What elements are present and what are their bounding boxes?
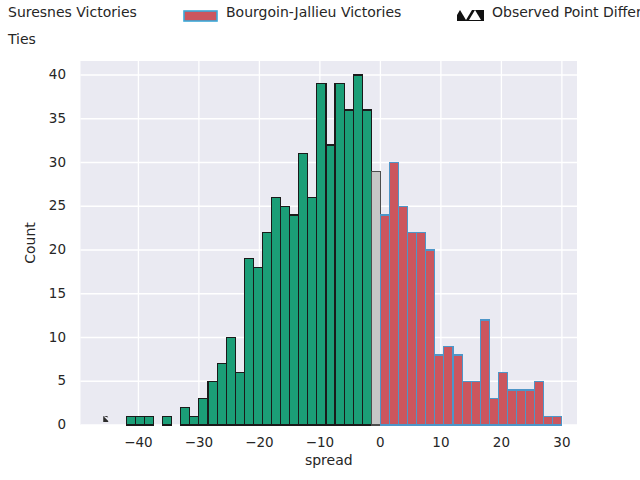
y-tick-label: 0	[36, 416, 66, 432]
bar-bourgoin-jallieu-victories	[535, 381, 544, 425]
x-tick-label: −20	[234, 434, 284, 450]
bar-bourgoin-jallieu-victories	[517, 390, 526, 425]
y-tick-label: 10	[36, 329, 66, 345]
bar-suresnes-victories	[190, 416, 199, 425]
bar-suresnes-victories	[308, 198, 317, 426]
bar-suresnes-victories	[144, 416, 153, 425]
bar-suresnes-victories	[281, 206, 290, 425]
y-tick-label: 15	[36, 285, 66, 301]
bar-suresnes-victories	[362, 110, 371, 425]
y-tick-label: 40	[36, 66, 66, 82]
legend-label-ties: Ties	[8, 31, 36, 47]
bar-suresnes-victories	[208, 381, 217, 425]
bar-bourgoin-jallieu-victories	[408, 233, 417, 426]
bar-bourgoin-jallieu-victories	[462, 381, 471, 425]
bar-suresnes-victories	[199, 399, 208, 425]
bar-bourgoin-jallieu-victories	[453, 355, 462, 425]
legend-swatch-observed	[457, 9, 484, 22]
bar-bourgoin-jallieu-victories	[544, 416, 553, 425]
bar-suresnes-victories	[253, 268, 262, 426]
bar-bourgoin-jallieu-victories	[526, 390, 535, 425]
figure: Suresnes Victories Bourgoin-Jallieu Vict…	[0, 0, 640, 480]
x-tick-label: −40	[113, 434, 163, 450]
bar-bourgoin-jallieu-victories	[444, 346, 453, 425]
bar-suresnes-victories	[272, 198, 281, 426]
bar-suresnes-victories	[299, 154, 308, 425]
y-axis-title: Count	[22, 222, 38, 264]
y-tick-label: 20	[36, 241, 66, 257]
bar-bourgoin-jallieu-victories	[507, 390, 516, 425]
bar-suresnes-victories	[226, 338, 235, 426]
bar-suresnes-victories	[344, 110, 353, 425]
x-tick-label: −30	[174, 434, 224, 450]
bar-bourgoin-jallieu-victories	[417, 233, 426, 426]
bar-suresnes-victories	[244, 259, 253, 425]
bar-bourgoin-jallieu-victories	[489, 399, 498, 425]
bar-suresnes-victories	[163, 416, 172, 425]
x-tick-label: 10	[416, 434, 466, 450]
bar-bourgoin-jallieu-victories	[426, 250, 435, 425]
bar-suresnes-victories	[290, 215, 299, 425]
bar-bourgoin-jallieu-victories	[480, 320, 489, 425]
bar-suresnes-victories	[235, 373, 244, 426]
x-tick-label: 0	[355, 434, 405, 450]
bar-bourgoin-jallieu-victories	[553, 416, 562, 425]
y-tick-label: 35	[36, 110, 66, 126]
bar-bourgoin-jallieu-victories	[471, 381, 480, 425]
legend-label-bourgoin: Bourgoin-Jallieu Victories	[226, 4, 401, 20]
bar-bourgoin-jallieu-victories	[389, 163, 398, 426]
x-axis-title: spread	[279, 452, 379, 468]
legend-label-observed: Observed Point Difference	[492, 4, 640, 20]
bar-suresnes-victories	[353, 75, 362, 425]
bar-bourgoin-jallieu-victories	[498, 373, 507, 426]
y-tick-label: 30	[36, 154, 66, 170]
bar-suresnes-victories	[326, 145, 335, 425]
bar-ties	[371, 171, 380, 425]
x-tick-label: 20	[476, 434, 526, 450]
x-tick-label: −10	[295, 434, 345, 450]
x-tick-label: 30	[537, 434, 587, 450]
bar-bourgoin-jallieu-victories	[435, 355, 444, 425]
legend-label-suresnes: Suresnes Victories	[8, 4, 137, 20]
bar-suresnes-victories	[217, 364, 226, 425]
y-tick-label: 25	[36, 197, 66, 213]
y-tick-label: 5	[36, 372, 66, 388]
bar-suresnes-victories	[135, 416, 144, 425]
bar-suresnes-victories	[317, 84, 326, 425]
bar-suresnes-victories	[181, 408, 190, 426]
bar-suresnes-victories	[262, 233, 271, 426]
bar-bourgoin-jallieu-victories	[399, 206, 408, 425]
legend-swatch-bourgoin	[183, 10, 218, 22]
bar-suresnes-victories	[335, 84, 344, 425]
bar-suresnes-victories	[126, 416, 135, 425]
bar-bourgoin-jallieu-victories	[380, 215, 389, 425]
histogram-plot	[0, 0, 640, 480]
